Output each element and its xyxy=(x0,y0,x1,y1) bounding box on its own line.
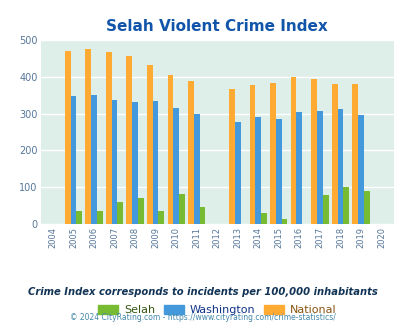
Bar xyxy=(167,75,173,224)
Bar xyxy=(290,77,296,224)
Bar xyxy=(70,96,76,224)
Bar xyxy=(97,212,102,224)
Bar xyxy=(331,84,337,224)
Bar xyxy=(343,187,348,224)
Bar xyxy=(158,212,164,224)
Bar xyxy=(179,194,184,224)
Bar xyxy=(228,89,234,224)
Text: © 2024 CityRating.com - https://www.cityrating.com/crime-statistics/: © 2024 CityRating.com - https://www.city… xyxy=(70,314,335,322)
Bar xyxy=(249,85,255,224)
Bar xyxy=(138,198,143,224)
Bar xyxy=(152,101,158,224)
Bar xyxy=(275,119,281,224)
Bar xyxy=(352,83,357,224)
Bar xyxy=(296,112,301,224)
Bar xyxy=(91,95,97,224)
Bar xyxy=(357,115,363,224)
Bar xyxy=(65,51,70,224)
Text: Crime Index corresponds to incidents per 100,000 inhabitants: Crime Index corresponds to incidents per… xyxy=(28,287,377,297)
Bar xyxy=(76,212,82,224)
Bar xyxy=(147,65,152,224)
Bar xyxy=(188,82,193,224)
Title: Selah Violent Crime Index: Selah Violent Crime Index xyxy=(106,19,327,34)
Bar xyxy=(270,83,275,224)
Bar xyxy=(337,109,343,224)
Bar xyxy=(363,191,369,224)
Bar xyxy=(173,108,179,224)
Bar xyxy=(260,213,266,224)
Bar xyxy=(117,202,123,224)
Bar xyxy=(322,195,328,224)
Bar xyxy=(111,100,117,224)
Bar xyxy=(193,114,199,224)
Bar xyxy=(255,117,260,224)
Bar xyxy=(316,111,322,224)
Legend: Selah, Washington, National: Selah, Washington, National xyxy=(94,300,340,319)
Bar xyxy=(281,219,287,224)
Bar xyxy=(132,102,138,224)
Bar xyxy=(311,79,316,224)
Bar xyxy=(126,56,132,224)
Bar xyxy=(199,207,205,224)
Bar xyxy=(234,122,240,224)
Bar xyxy=(106,52,111,224)
Bar xyxy=(85,49,91,224)
